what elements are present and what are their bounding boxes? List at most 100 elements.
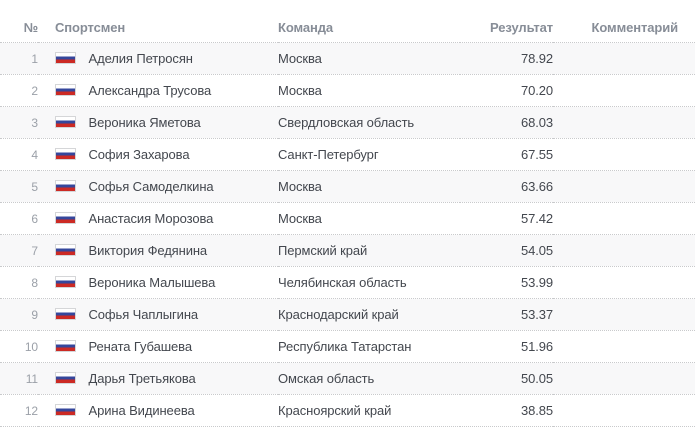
russia-flag-icon — [55, 84, 76, 96]
rank-number: 3 — [31, 115, 38, 130]
athlete-cell: Анастасия Морозова — [38, 202, 278, 235]
table-row: 3 Вероника Яметова Свердловская область … — [0, 106, 695, 139]
athlete-cell: Александра Трусова — [38, 74, 278, 107]
team-cell: Санкт-Петербург — [278, 138, 460, 171]
result-cell: 53.99 — [460, 266, 553, 299]
athlete-cell: Софья Чаплыгина — [38, 298, 278, 331]
rank-number: 5 — [31, 179, 38, 194]
rank-number: 6 — [31, 211, 38, 226]
comment-cell — [553, 266, 695, 299]
rank-number: 8 — [31, 275, 38, 290]
team-cell: Пермский край — [278, 234, 460, 267]
result-cell: 68.03 — [460, 106, 553, 139]
comment-cell — [553, 106, 695, 139]
result-cell: 70.20 — [460, 74, 553, 107]
rank-cell: 6 — [0, 202, 38, 235]
athlete-name: Виктория Федянина — [88, 243, 208, 258]
results-table: № Спортсмен Команда Результат Комментари… — [0, 0, 695, 427]
table-row: 11 Дарья Третьякова Омская область 50.05 — [0, 362, 695, 395]
team-cell: Москва — [278, 170, 460, 203]
russia-flag-icon — [55, 308, 76, 320]
athlete-name: Александра Трусова — [88, 83, 212, 98]
result-cell: 67.55 — [460, 138, 553, 171]
table-row: 4 София Захарова Санкт-Петербург 67.55 — [0, 138, 695, 171]
russia-flag-icon — [55, 212, 76, 224]
team-cell: Москва — [278, 42, 460, 75]
column-header-result: Результат — [460, 0, 553, 43]
table-row: 2 Александра Трусова Москва 70.20 — [0, 74, 695, 107]
result-cell: 57.42 — [460, 202, 553, 235]
comment-cell — [553, 74, 695, 107]
russia-flag-icon — [55, 340, 76, 352]
team-cell: Москва — [278, 74, 460, 107]
rank-number: 7 — [31, 243, 38, 258]
rank-cell: 3 — [0, 106, 38, 139]
column-header-athlete: Спортсмен — [38, 0, 278, 43]
athlete-name: Дарья Третьякова — [88, 371, 196, 386]
athlete-cell: Рената Губашева — [38, 330, 278, 363]
russia-flag-icon — [55, 148, 76, 160]
athlete-name: Софья Самоделкина — [88, 179, 214, 194]
athlete-name: Вероника Малышева — [88, 275, 216, 290]
table-row: 7 Виктория Федянина Пермский край 54.05 — [0, 234, 695, 267]
table-row: 8 Вероника Малышева Челябинская область … — [0, 266, 695, 299]
rank-cell: 4 — [0, 138, 38, 171]
russia-flag-icon — [55, 116, 76, 128]
rank-number: 9 — [31, 307, 38, 322]
rank-cell: 12 — [0, 394, 38, 427]
athlete-cell: Дарья Третьякова — [38, 362, 278, 395]
russia-flag-icon — [55, 244, 76, 256]
column-header-team: Команда — [278, 0, 460, 43]
athlete-name: Анастасия Морозова — [88, 211, 214, 226]
athlete-cell: Вероника Яметова — [38, 106, 278, 139]
rank-cell: 1 — [0, 42, 38, 75]
rank-number: 4 — [31, 147, 38, 162]
column-header-comment: Комментарий — [553, 0, 695, 43]
rank-cell: 5 — [0, 170, 38, 203]
result-cell: 63.66 — [460, 170, 553, 203]
rank-number: 12 — [24, 403, 38, 418]
rank-number: 11 — [25, 371, 38, 386]
team-cell: Омская область — [278, 362, 460, 395]
result-cell: 78.92 — [460, 42, 553, 75]
column-header-rank: № — [0, 0, 38, 43]
table-row: 12 Арина Видинеева Красноярский край 38.… — [0, 394, 695, 427]
team-cell: Республика Татарстан — [278, 330, 460, 363]
athlete-name: Арина Видинеева — [88, 403, 195, 418]
team-cell: Красноярский край — [278, 394, 460, 427]
table-row: 9 Софья Чаплыгина Краснодарский край 53.… — [0, 298, 695, 331]
comment-cell — [553, 362, 695, 395]
rank-cell: 11 — [0, 362, 38, 395]
comment-cell — [553, 394, 695, 427]
results-body: 1 Аделия Петросян Москва 78.92 2 Алексан… — [0, 42, 695, 427]
russia-flag-icon — [55, 404, 76, 416]
result-cell: 38.85 — [460, 394, 553, 427]
header-row: № Спортсмен Команда Результат Комментари… — [0, 0, 695, 43]
team-cell: Краснодарский край — [278, 298, 460, 331]
athlete-cell: Софья Самоделкина — [38, 170, 278, 203]
athlete-cell: Виктория Федянина — [38, 234, 278, 267]
athlete-cell: Аделия Петросян — [38, 42, 278, 75]
athlete-cell: Арина Видинеева — [38, 394, 278, 427]
table-row: 10 Рената Губашева Республика Татарстан … — [0, 330, 695, 363]
comment-cell — [553, 138, 695, 171]
athlete-name: София Захарова — [88, 147, 190, 162]
comment-cell — [553, 202, 695, 235]
comment-cell — [553, 170, 695, 203]
athlete-name: Аделия Петросян — [88, 51, 193, 66]
rank-cell: 9 — [0, 298, 38, 331]
comment-cell — [553, 42, 695, 75]
rank-cell: 7 — [0, 234, 38, 267]
table-row: 5 Софья Самоделкина Москва 63.66 — [0, 170, 695, 203]
russia-flag-icon — [55, 52, 76, 64]
table-row: 6 Анастасия Морозова Москва 57.42 — [0, 202, 695, 235]
result-cell: 53.37 — [460, 298, 553, 331]
russia-flag-icon — [55, 372, 76, 384]
rank-cell: 2 — [0, 74, 38, 107]
rank-number: 10 — [24, 339, 38, 354]
table-header: № Спортсмен Команда Результат Комментари… — [0, 0, 695, 43]
athlete-name: Софья Чаплыгина — [88, 307, 199, 322]
rank-number: 2 — [31, 83, 38, 98]
russia-flag-icon — [55, 180, 76, 192]
